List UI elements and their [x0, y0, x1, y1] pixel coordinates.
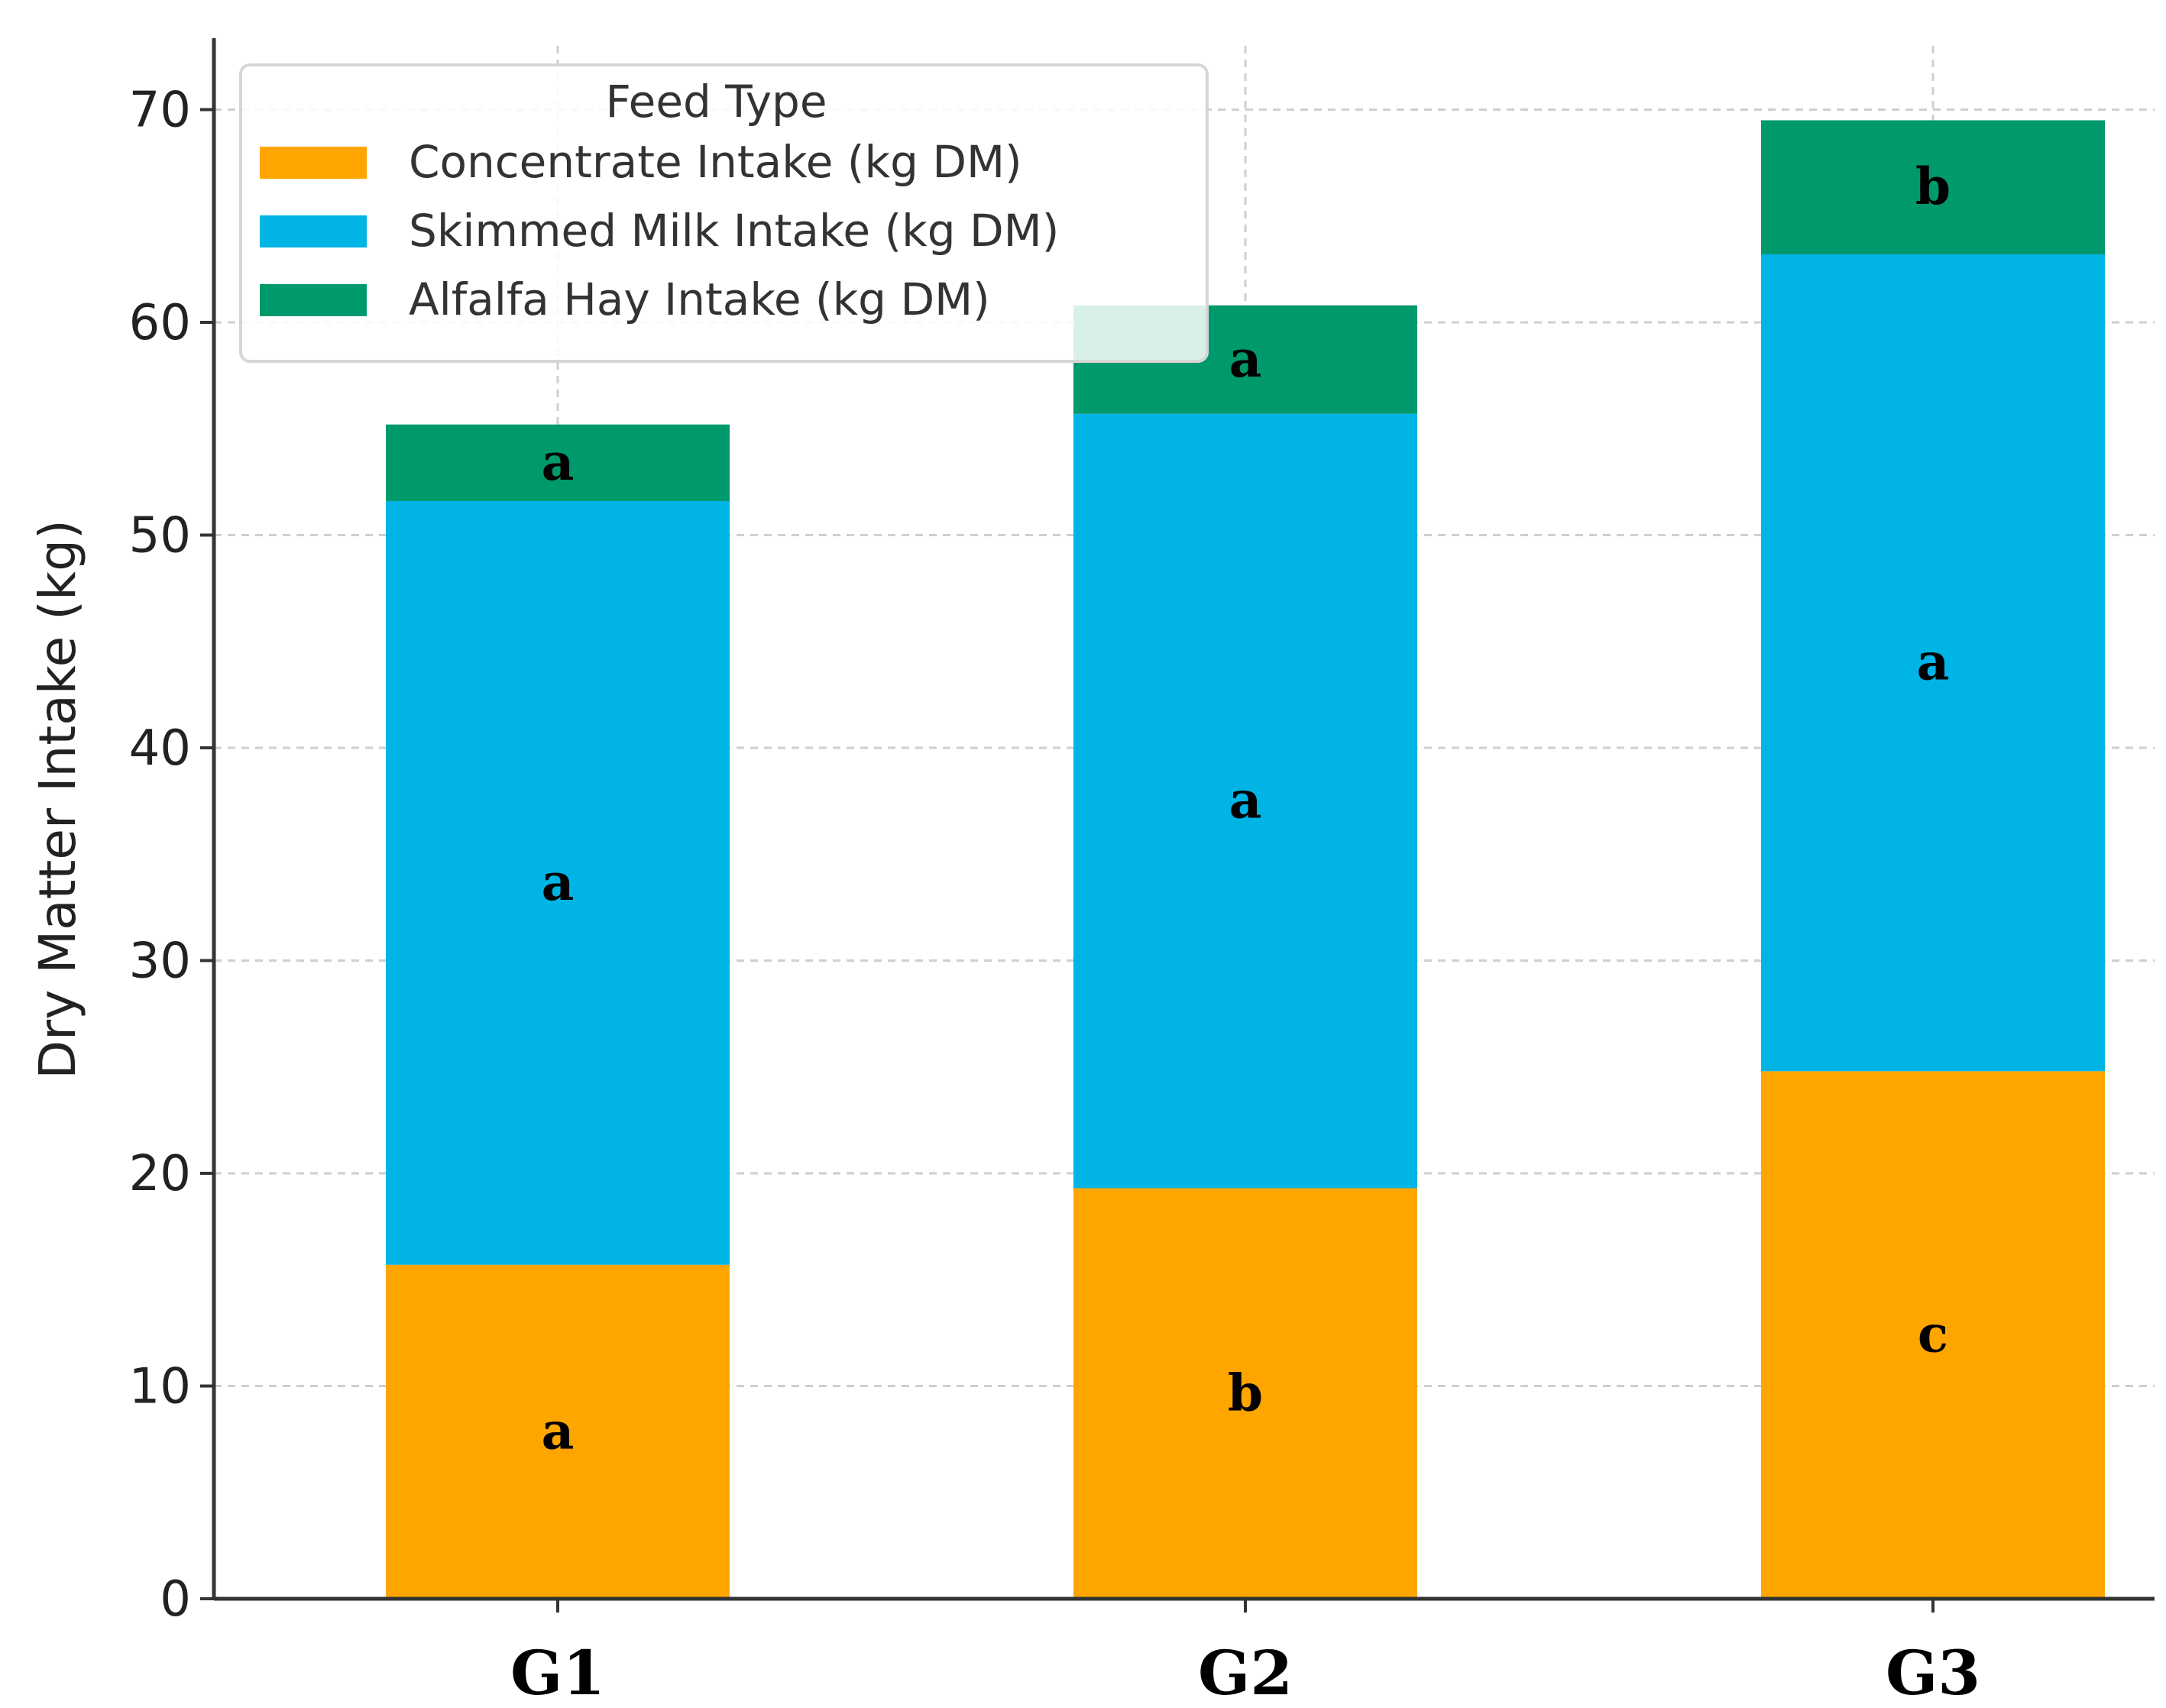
bar-segment-g3-3 — [1761, 120, 2105, 254]
legend-swatch — [260, 215, 367, 247]
y-tick-label: 0 — [160, 1571, 191, 1628]
legend-swatch — [260, 147, 367, 179]
legend-swatch — [260, 284, 367, 316]
legend-label: Alfalfa Hay Intake (kg DM) — [409, 273, 990, 325]
bar-segment-g3-2 — [1761, 254, 2105, 1072]
bar-segment-g2-1 — [1073, 1188, 1417, 1599]
y-tick-label: 20 — [129, 1146, 191, 1202]
segment-label: a — [1917, 632, 1950, 692]
segment-label: b — [1915, 157, 1951, 216]
x-tick-labels: G1 G2 G3 — [510, 1599, 1980, 1708]
x-tick-label: G1 — [510, 1637, 605, 1708]
legend-title: Feed Type — [605, 76, 827, 128]
bar-segment-g1-2 — [386, 500, 730, 1265]
legend-label: Skimmed Milk Intake (kg DM) — [409, 205, 1059, 257]
segment-label: a — [542, 1401, 575, 1461]
x-tick-label: G2 — [1198, 1637, 1293, 1708]
bar-segment-g1-1 — [386, 1264, 730, 1599]
x-tick-label: G3 — [1886, 1637, 1980, 1708]
bar-segment-g2-2 — [1073, 413, 1417, 1189]
segment-labels: a a a b a a c a b — [542, 157, 1951, 1461]
bar-segment-g3-1 — [1761, 1071, 2105, 1599]
y-tick-label: 10 — [129, 1359, 191, 1415]
segment-label: b — [1228, 1363, 1263, 1422]
y-tick-label: 40 — [129, 720, 191, 777]
segment-label: a — [1229, 329, 1262, 389]
legend: Feed Type Concentrate Intake (kg DM) Skimm… — [239, 63, 1209, 363]
segment-label: a — [542, 432, 575, 492]
y-tick-label: 70 — [129, 82, 191, 139]
bar-segments — [386, 120, 2105, 1599]
y-tick-label: 50 — [129, 508, 191, 564]
legend-label: Concentrate Intake (kg DM) — [409, 136, 1022, 188]
y-tick-label: 30 — [129, 933, 191, 990]
bar-segment-g1-3 — [386, 424, 730, 501]
segment-label: c — [1918, 1305, 1948, 1364]
segment-label: a — [1229, 771, 1262, 830]
segment-label: a — [542, 852, 575, 912]
legend-box — [239, 63, 1209, 363]
y-tick-label: 60 — [129, 295, 191, 351]
axes — [212, 38, 2155, 1601]
y-tick-labels: 0 10 20 30 40 50 60 70 — [129, 82, 214, 1628]
y-axis-title: Dry Matter Intake (kg) — [28, 519, 87, 1079]
